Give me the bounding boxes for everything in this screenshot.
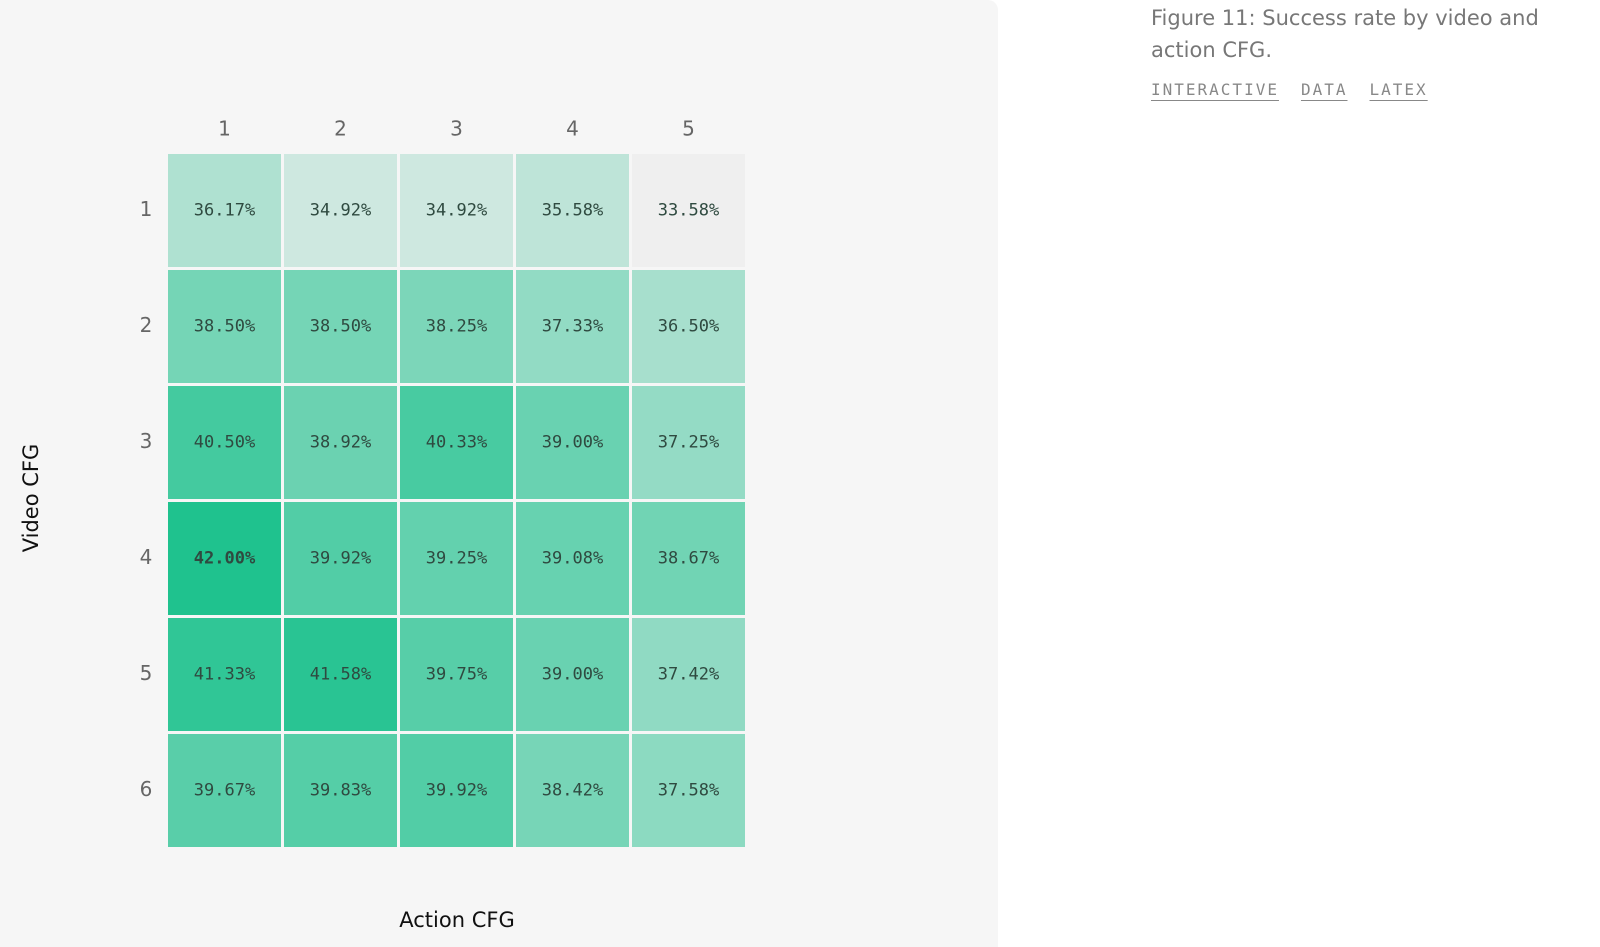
heatmap-cell [168, 618, 281, 731]
cell-label: 38.92% [310, 433, 371, 453]
heatmap-cell [632, 386, 745, 499]
x-tick-label: 4 [566, 117, 579, 141]
heatmap-cell [632, 734, 745, 847]
heatmap-cell [516, 386, 629, 499]
figure-link[interactable]: LATEX [1369, 80, 1428, 99]
heatmap-cell [516, 270, 629, 383]
x-tick-label: 3 [450, 117, 463, 141]
cell-label: 38.50% [194, 317, 255, 337]
cell-label: 37.33% [542, 317, 603, 337]
figure-link[interactable]: INTERACTIVE [1151, 80, 1279, 99]
figure-caption: Figure 11: Success rate by video and act… [1151, 6, 1539, 62]
heatmap-cell [632, 618, 745, 731]
cell-label: 39.25% [426, 549, 487, 569]
heatmap-cell [632, 270, 745, 383]
cell-label: 39.00% [542, 433, 603, 453]
heatmap: Action CFG Video CFG 1 2 3 4 5 1 2 3 4 5 6 36.17% 34… [19, 117, 745, 932]
y-tick-label: 2 [140, 313, 153, 337]
heatmap-cell [400, 270, 513, 383]
y-tick-label: 3 [140, 429, 153, 453]
heatmap-cell [168, 386, 281, 499]
cell-label: 41.58% [310, 665, 371, 685]
heatmap-cell [632, 154, 745, 267]
cell-label: 40.50% [194, 433, 255, 453]
cell-label: 37.58% [658, 781, 719, 801]
x-axis-title: Action CFG [399, 908, 514, 932]
cell-label: 37.42% [658, 665, 719, 685]
y-axis-title: Video CFG [19, 444, 43, 553]
heatmap-cell [284, 270, 397, 383]
x-tick-label: 1 [218, 117, 231, 141]
cell-label: 34.92% [310, 201, 371, 221]
heatmap-cell [168, 154, 281, 267]
cell-label: 38.42% [542, 781, 603, 801]
heatmap-cell [284, 734, 397, 847]
heatmap-cell [516, 618, 629, 731]
heatmap-cell [516, 502, 629, 615]
x-tick-label: 5 [682, 117, 695, 141]
heatmap-cell [400, 618, 513, 731]
y-tick-label: 1 [140, 197, 153, 221]
heatmap-cell [284, 502, 397, 615]
cell-label: 38.67% [658, 549, 719, 569]
heatmap-cell [516, 734, 629, 847]
heatmap-cell [284, 154, 397, 267]
heatmap-cell [168, 502, 281, 615]
figure-panel: Action CFG Video CFG 1 2 3 4 5 1 2 3 4 5 6 36.17% 34… [19, 116, 745, 932]
cell-label: 38.25% [426, 317, 487, 337]
y-tick-label: 5 [140, 661, 153, 685]
cell-label: 39.75% [426, 665, 487, 685]
cell-label: 39.92% [310, 549, 371, 569]
cell-label: 37.25% [658, 433, 719, 453]
heatmap-cell [284, 618, 397, 731]
x-tick-label: 2 [334, 117, 347, 141]
cell-label: 39.92% [426, 781, 487, 801]
heatmap-cell [400, 154, 513, 267]
cell-label: 39.08% [542, 549, 603, 569]
cell-label: 40.33% [426, 433, 487, 453]
heatmap-cell [284, 386, 397, 499]
figure-link[interactable]: DATA [1300, 80, 1348, 99]
heatmap-cell [632, 502, 745, 615]
cell-label: 36.50% [658, 317, 719, 337]
cell-label: 36.17% [194, 201, 255, 221]
cell-label: 35.58% [542, 201, 603, 221]
heatmap-cell [400, 734, 513, 847]
heatmap-cell [168, 734, 281, 847]
cell-label: 39.67% [194, 781, 255, 801]
cell-label: 41.33% [194, 665, 255, 685]
y-tick-label: 4 [140, 545, 153, 569]
heatmap-cell [400, 386, 513, 499]
cell-label: 39.00% [542, 665, 603, 685]
cell-label: 38.50% [310, 317, 371, 337]
y-tick-label: 6 [140, 777, 153, 801]
heatmap-cell [516, 154, 629, 267]
cell-label: 34.92% [426, 201, 487, 221]
heatmap-cell [400, 502, 513, 615]
cell-label: 39.83% [310, 781, 371, 801]
cell-label: 42.00% [194, 549, 256, 569]
figure-links: INTERACTIVE DATA LATEX [1151, 80, 1428, 99]
cell-label: 33.58% [658, 201, 719, 221]
heatmap-cell [168, 270, 281, 383]
